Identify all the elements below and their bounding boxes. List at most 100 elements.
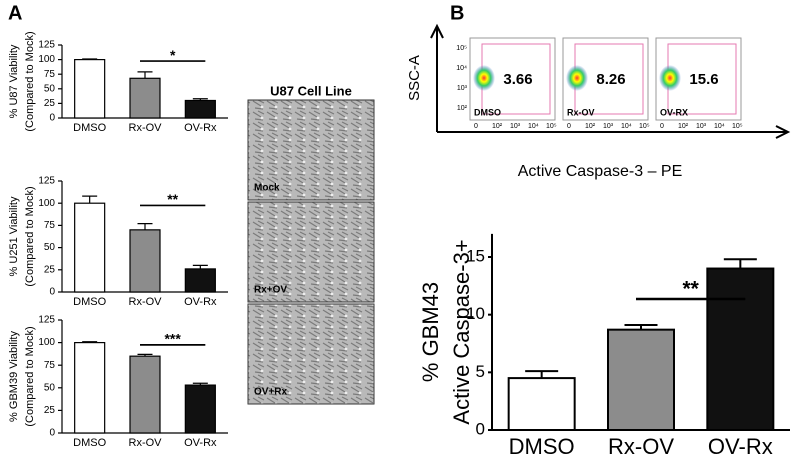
error-bar bbox=[82, 341, 98, 343]
significance-label: ** bbox=[167, 191, 178, 207]
micrograph-label: Rx+OV bbox=[254, 285, 287, 296]
micrograph-title: U87 Cell Line bbox=[270, 83, 352, 98]
x-tick-label: OV-Rx bbox=[708, 434, 773, 458]
panel-label: A bbox=[8, 2, 22, 24]
flow-x-tick: 10² bbox=[492, 123, 503, 130]
error-bar bbox=[192, 98, 208, 101]
x-tick-label: DMSO bbox=[73, 296, 106, 308]
y-tick-label: 75 bbox=[44, 360, 56, 371]
bar bbox=[607, 328, 675, 431]
density bbox=[659, 65, 681, 91]
y-tick-label: 25 bbox=[44, 98, 56, 109]
bar bbox=[706, 267, 775, 431]
error-bar bbox=[137, 353, 153, 357]
micrograph bbox=[247, 303, 375, 405]
error-bar bbox=[82, 195, 98, 204]
flow-x-tick: 10⁴ bbox=[621, 123, 632, 130]
flow-xlabel: Active Caspase-3 – PE bbox=[518, 163, 683, 180]
significance-label: *** bbox=[164, 331, 181, 347]
bar bbox=[129, 355, 161, 434]
flow-y-tick: 10⁴ bbox=[456, 65, 467, 72]
flow-value: 3.66 bbox=[503, 71, 532, 88]
y-tick-label: 10 bbox=[466, 304, 485, 323]
error-bar bbox=[82, 58, 98, 60]
bar bbox=[184, 99, 216, 119]
y-tick-label: 100 bbox=[38, 198, 55, 209]
bar bbox=[184, 268, 216, 293]
flow-x-tick: 10² bbox=[585, 123, 596, 130]
y-tick-label: 75 bbox=[44, 69, 56, 80]
bar bbox=[74, 342, 106, 434]
bar bbox=[129, 229, 161, 293]
y-tick-label: 0 bbox=[49, 113, 55, 124]
y-axis-label: (Compared to Mock) bbox=[24, 31, 36, 131]
flow-x-tick: 10³ bbox=[510, 123, 521, 130]
x-tick-label: DMSO bbox=[73, 437, 106, 449]
bar bbox=[129, 77, 161, 119]
flow-x-tick: 10⁴ bbox=[528, 123, 539, 130]
bar bbox=[184, 384, 216, 434]
y-tick-label: 75 bbox=[44, 220, 56, 231]
y-tick-label: 125 bbox=[38, 40, 55, 51]
y-axis-label: % GBM43 bbox=[418, 282, 443, 382]
x-tick-label: Rx-OV bbox=[608, 434, 674, 458]
y-tick-label: 100 bbox=[38, 54, 55, 65]
y-axis-label: % U251 Viability bbox=[8, 196, 20, 276]
y-axis-label: % U87 Viability bbox=[8, 44, 20, 118]
x-tick-label: DMSO bbox=[73, 122, 106, 134]
flow-label: OV-RX bbox=[660, 107, 688, 117]
y-tick-label: 0 bbox=[476, 419, 485, 438]
panel-label: B bbox=[450, 2, 464, 24]
y-axis-label: Active Caspase-3+ bbox=[449, 239, 474, 424]
flow-x-tick: 0 bbox=[660, 123, 664, 130]
flow-y-tick: 10⁵ bbox=[456, 45, 467, 52]
density bbox=[566, 65, 588, 91]
error-bar bbox=[624, 324, 658, 330]
x-tick-label: OV-Rx bbox=[184, 122, 217, 134]
micrograph-label: OV+Rx bbox=[254, 387, 288, 398]
y-tick-label: 5 bbox=[476, 362, 485, 381]
error-bar bbox=[525, 370, 559, 379]
significance-label: ** bbox=[682, 278, 699, 301]
y-tick-label: 50 bbox=[44, 83, 56, 94]
error-bar bbox=[723, 258, 757, 269]
x-tick-label: Rx-OV bbox=[129, 296, 163, 308]
y-tick-label: 0 bbox=[49, 287, 55, 298]
flow-value: 8.26 bbox=[596, 71, 625, 88]
flow-y-tick: 10³ bbox=[457, 85, 468, 92]
flow-label: Rx-OV bbox=[567, 107, 595, 117]
flow-x-tick: 10⁴ bbox=[714, 123, 725, 130]
bar bbox=[74, 58, 106, 119]
y-axis-label: (Compared to Mock) bbox=[24, 326, 36, 426]
x-tick-label: DMSO bbox=[509, 434, 575, 458]
micrograph-label: Mock bbox=[254, 183, 280, 194]
y-tick-label: 50 bbox=[44, 382, 56, 393]
y-tick-label: 25 bbox=[44, 405, 56, 416]
flow-label: DMSO bbox=[474, 107, 501, 117]
bar bbox=[507, 377, 576, 432]
y-axis-label: % GBM39 Viability bbox=[8, 331, 20, 422]
bar bbox=[74, 202, 106, 293]
y-axis-label: (Compared to Mock) bbox=[24, 186, 36, 286]
x-tick-label: Rx-OV bbox=[129, 122, 163, 134]
error-bar bbox=[137, 71, 153, 79]
flow-value: 15.6 bbox=[689, 71, 718, 88]
flow-x-tick: 10³ bbox=[696, 123, 707, 130]
micrograph bbox=[247, 99, 375, 201]
flow-x-tick: 10⁵ bbox=[546, 123, 557, 130]
flow-x-tick: 10² bbox=[678, 123, 689, 130]
flow-x-tick: 10⁵ bbox=[639, 123, 650, 130]
y-tick-label: 15 bbox=[466, 246, 485, 265]
micrograph bbox=[247, 201, 375, 303]
density bbox=[473, 65, 495, 91]
flow-x-tick: 0 bbox=[474, 123, 478, 130]
y-tick-label: 100 bbox=[38, 337, 55, 348]
flow-x-tick: 0 bbox=[567, 123, 571, 130]
flow-y-tick: 10² bbox=[457, 105, 468, 112]
flow-axes bbox=[430, 23, 791, 139]
error-bar bbox=[192, 382, 208, 386]
x-tick-label: OV-Rx bbox=[184, 437, 217, 449]
x-tick-label: Rx-OV bbox=[129, 437, 163, 449]
y-tick-label: 25 bbox=[44, 264, 56, 275]
y-tick-label: 0 bbox=[49, 428, 55, 439]
